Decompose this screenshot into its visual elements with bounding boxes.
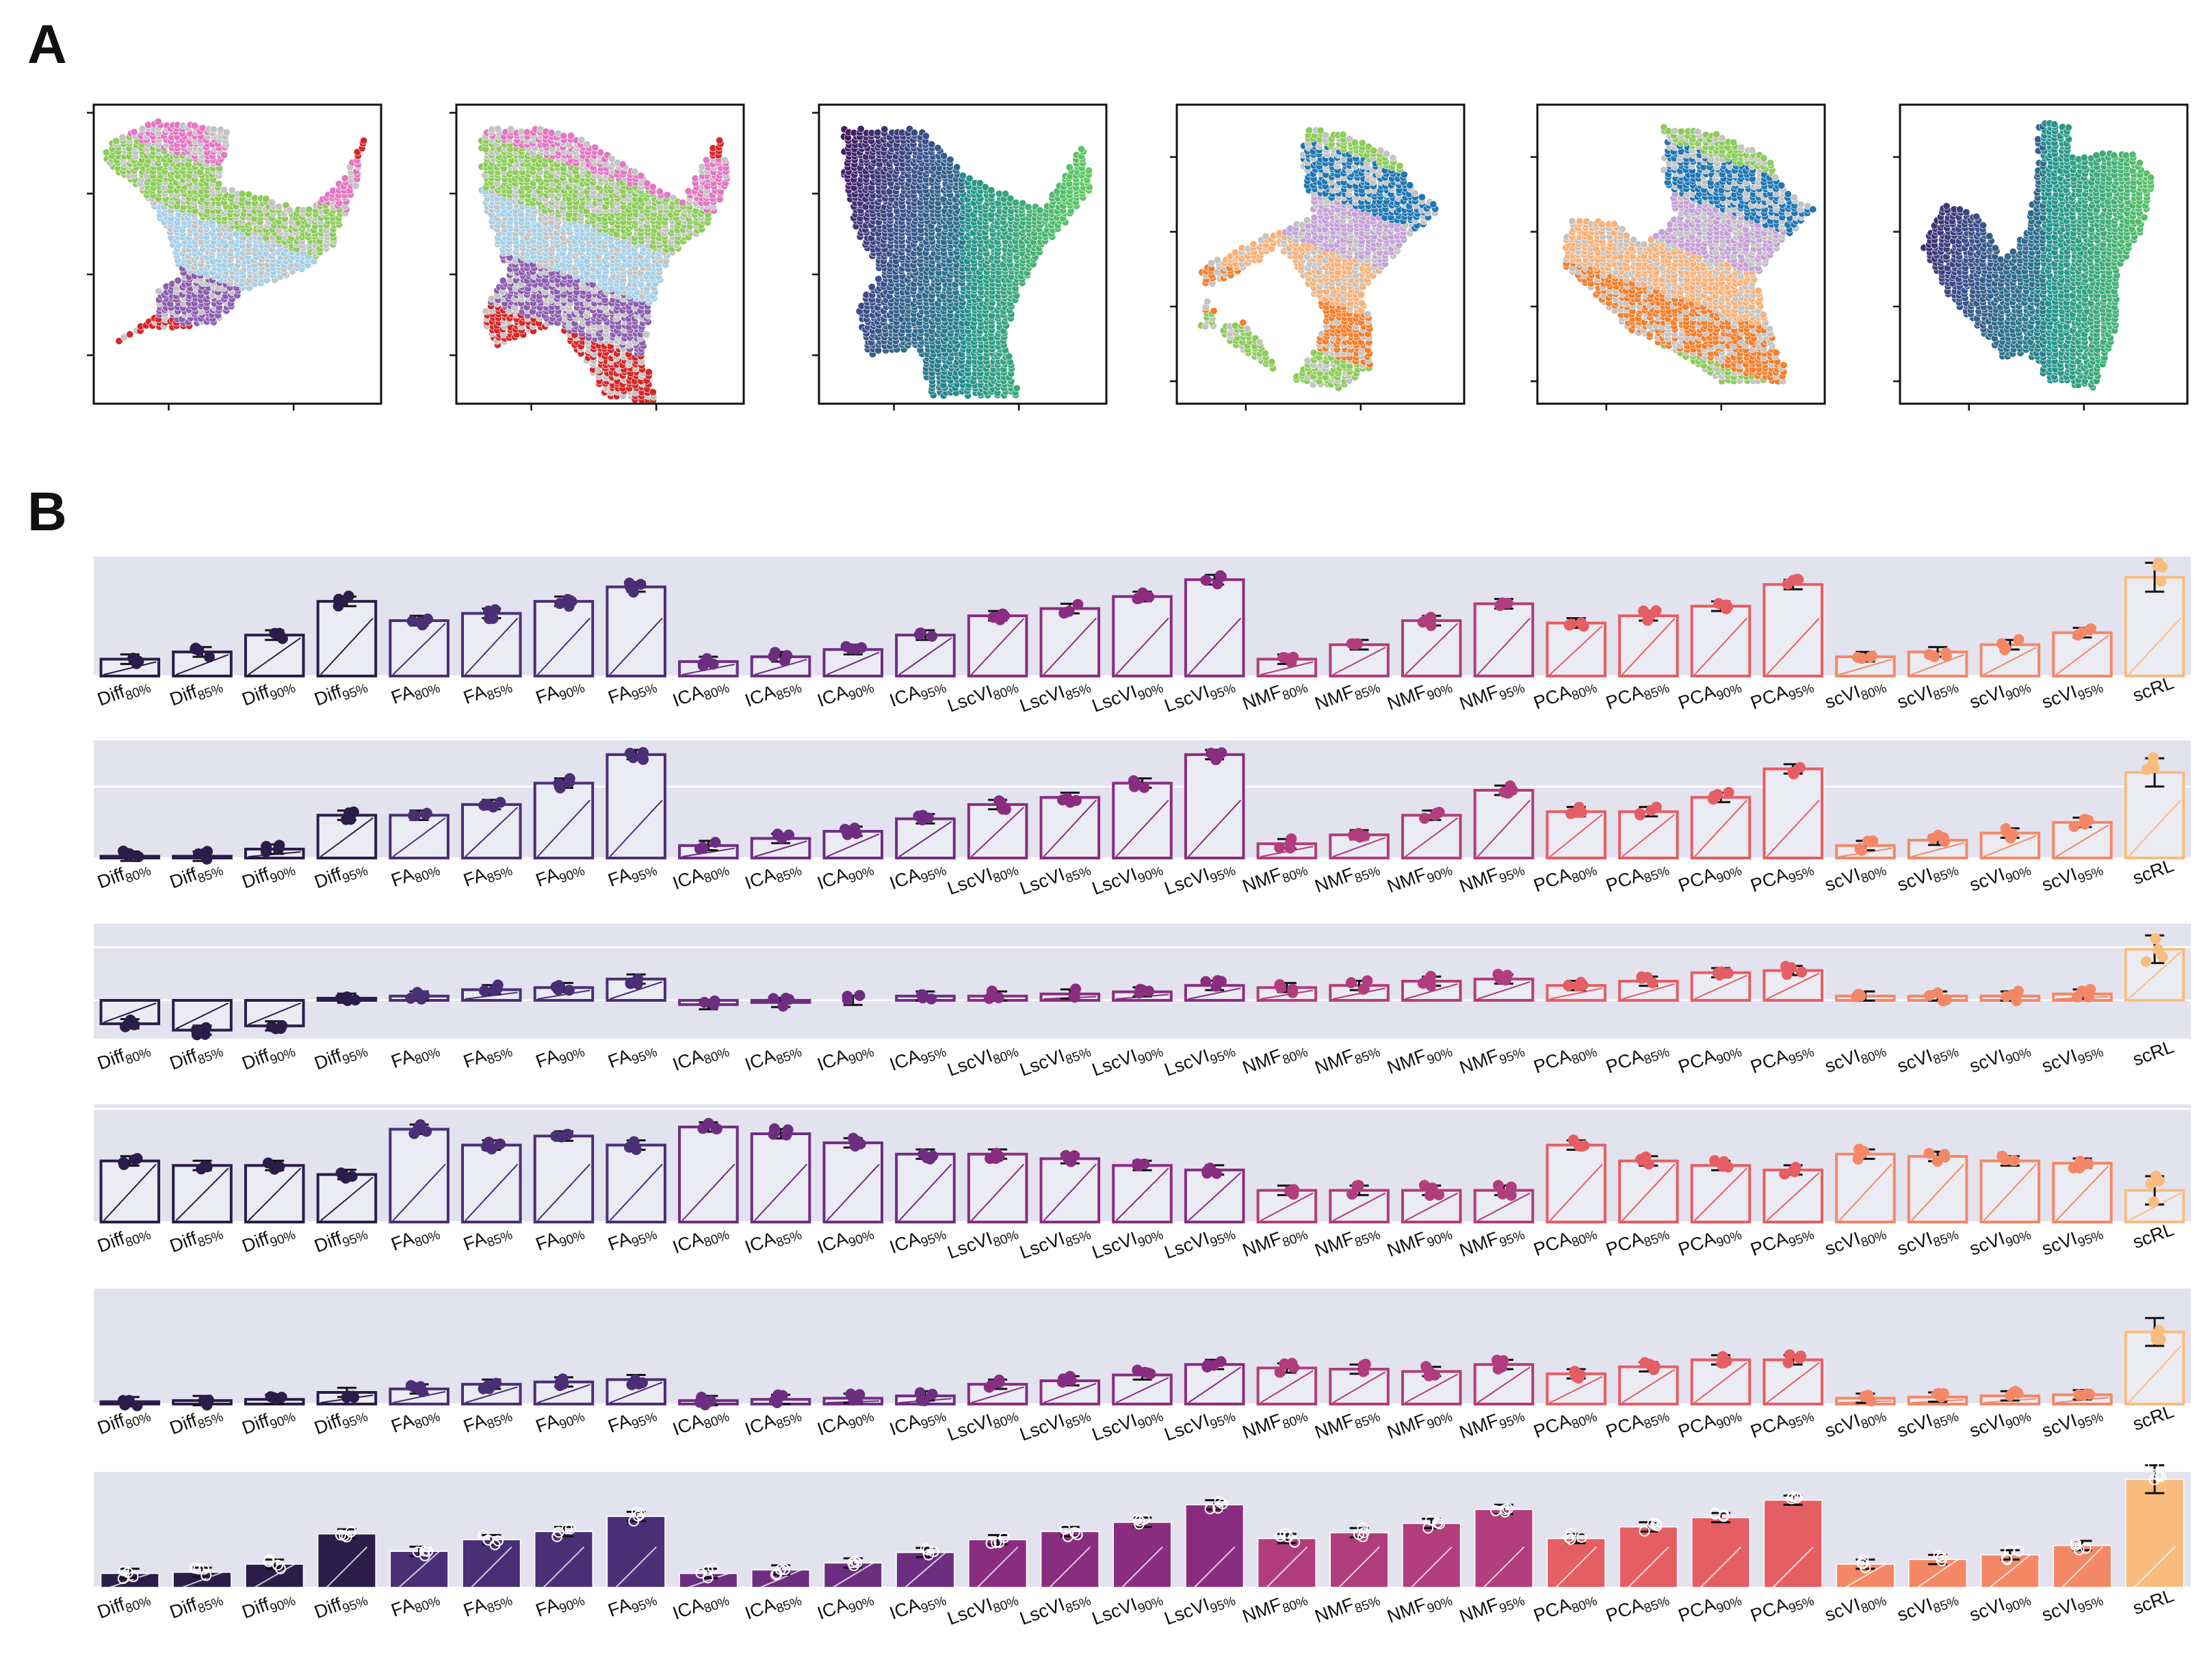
- scatter-point: [959, 172, 967, 180]
- scatter-point: [1077, 145, 1085, 153]
- scatter-point: [222, 128, 231, 136]
- scatter-point: [115, 337, 123, 345]
- scatter-point: [1239, 319, 1247, 327]
- scatter-point: [649, 388, 657, 396]
- scatter-point: [238, 190, 246, 198]
- scatter-point: [702, 156, 710, 164]
- scatter-point: [220, 151, 229, 159]
- scatter-point: [910, 129, 918, 137]
- scatter-points: [102, 118, 368, 345]
- scatter-point: [506, 125, 515, 133]
- scatter-point: [637, 172, 645, 180]
- scatter-point: [953, 163, 961, 171]
- scatter-frame: [92, 103, 382, 405]
- scatter-point: [341, 174, 349, 183]
- scatter-point: [220, 185, 229, 194]
- scatter-point: [881, 125, 889, 133]
- scatter-point: [560, 132, 568, 140]
- scatter-panel-4: [1170, 103, 1466, 411]
- scatter-point: [154, 118, 162, 126]
- scatter-point: [282, 201, 290, 209]
- scatter-point: [1303, 356, 1312, 365]
- scatter-point: [720, 156, 729, 164]
- scatter-panel-2: [450, 103, 745, 411]
- scatter-point: [1249, 240, 1258, 248]
- scatter-point: [679, 198, 687, 207]
- scatter-point: [1305, 127, 1313, 135]
- scatter-point: [1024, 203, 1032, 211]
- scatter-point: [1261, 349, 1269, 357]
- scatter-point: [215, 180, 223, 188]
- scatter-point: [1255, 338, 1264, 346]
- scatter-panel-3: [812, 103, 1108, 411]
- scatter-point: [1036, 206, 1044, 214]
- scatter-point: [228, 186, 236, 194]
- scatter-point: [631, 168, 639, 176]
- scatter-point: [1210, 307, 1218, 315]
- scatter-point: [275, 203, 283, 211]
- scatter-point: [1012, 198, 1020, 207]
- scatter-point: [499, 276, 507, 285]
- scatter-point: [684, 187, 692, 195]
- scatter-point: [1238, 244, 1246, 252]
- scatter-point: [118, 133, 127, 142]
- scatter-point: [642, 330, 651, 339]
- panel-a-scatter-plots: [87, 103, 2189, 411]
- scatter-point: [1303, 216, 1312, 224]
- scatter-point: [174, 276, 182, 285]
- scatter-point: [922, 132, 930, 140]
- scatter-point: [130, 128, 138, 136]
- scatter-point: [209, 125, 218, 133]
- scatter-points: [478, 125, 731, 404]
- scatter-point: [286, 206, 294, 214]
- scatter-point: [946, 155, 954, 164]
- scatter-point: [874, 129, 882, 137]
- scatter-point: [126, 330, 134, 339]
- scatter-point: [645, 368, 653, 376]
- scatter-point: [190, 122, 198, 130]
- scatter-point: [155, 287, 163, 296]
- scatter-point: [352, 182, 360, 190]
- scatter-panel-1: [87, 103, 382, 411]
- scatter-point: [655, 187, 664, 196]
- scatter-point: [305, 205, 313, 213]
- scatter-point: [1213, 256, 1221, 264]
- scatter-point: [649, 183, 657, 191]
- scatter-point: [987, 186, 996, 194]
- scatter-point: [597, 148, 605, 157]
- scatter-point: [268, 198, 276, 207]
- scatter-point: [591, 144, 599, 152]
- panel-label-b: B: [27, 481, 67, 542]
- scatter-point: [583, 140, 591, 148]
- scatter-point: [716, 136, 724, 144]
- scatter-point: [244, 190, 252, 198]
- panel-label-a: A: [27, 14, 67, 75]
- scatter-points: [1197, 127, 1440, 392]
- scatter-point: [940, 152, 948, 160]
- scatter-point: [934, 144, 942, 152]
- scatter-point: [360, 137, 368, 145]
- scatter-point: [1005, 352, 1013, 361]
- scatter-point: [1231, 248, 1239, 257]
- scatter-point: [262, 195, 270, 203]
- scatter-point: [928, 140, 936, 148]
- scatter-point: [1065, 163, 1074, 171]
- scatter-point: [112, 137, 120, 145]
- scatter-point: [1203, 298, 1212, 306]
- scatter-point: [494, 125, 502, 133]
- scatter-point: [1268, 358, 1276, 366]
- scatter-point: [1084, 166, 1093, 174]
- scatter-point: [1013, 384, 1021, 392]
- scatter-point: [1310, 213, 1318, 222]
- scatter-points: [840, 125, 1093, 400]
- scatter-point: [523, 128, 531, 136]
- scatter-point: [619, 160, 627, 168]
- scatter-point: [138, 125, 146, 133]
- scatter-point: [1243, 325, 1251, 333]
